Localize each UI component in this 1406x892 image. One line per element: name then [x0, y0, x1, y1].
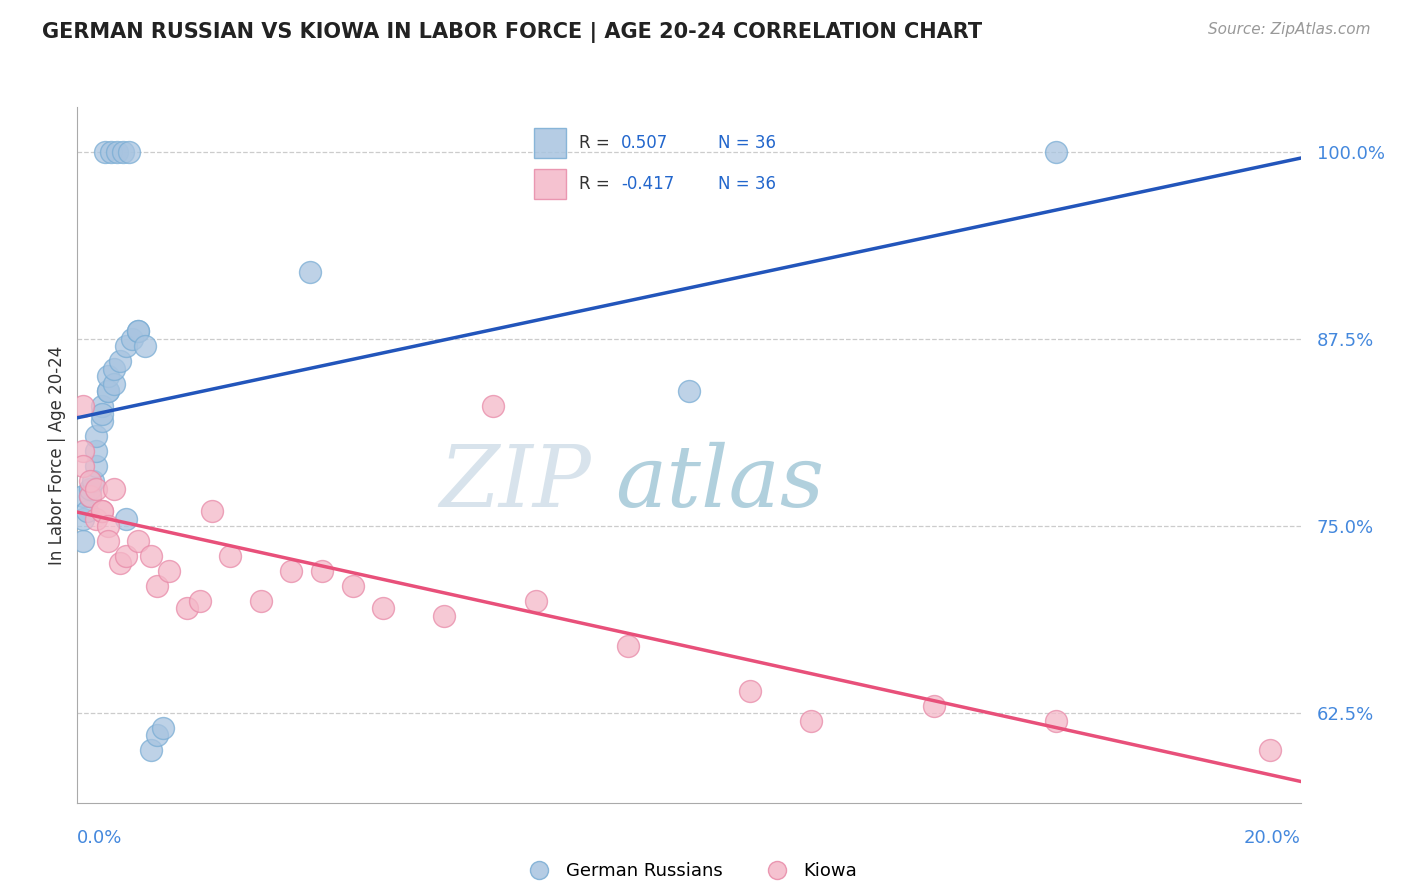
- Point: [84, 444, 107, 458]
- Point: [139, 549, 162, 563]
- Point: [72, 399, 94, 413]
- Point: [524, 594, 547, 608]
- Point: [146, 579, 169, 593]
- Point: [90, 504, 112, 518]
- Point: [84, 511, 107, 525]
- Point: [139, 743, 162, 757]
- Point: [90, 504, 112, 518]
- Point: [112, 145, 135, 159]
- Text: ZIP: ZIP: [439, 442, 591, 524]
- Point: [94, 145, 117, 159]
- Point: [108, 557, 131, 571]
- Point: [176, 601, 198, 615]
- Text: atlas: atlas: [616, 442, 825, 524]
- Point: [72, 533, 94, 548]
- Point: [127, 533, 149, 548]
- Point: [433, 608, 456, 623]
- Point: [152, 721, 174, 735]
- Point: [72, 459, 94, 474]
- Point: [103, 376, 125, 391]
- Point: [482, 399, 505, 413]
- Point: [740, 683, 762, 698]
- Point: [97, 384, 120, 399]
- Point: [115, 339, 138, 353]
- Point: [1258, 743, 1281, 757]
- Point: [79, 489, 101, 503]
- Point: [90, 414, 112, 428]
- Point: [72, 511, 94, 525]
- Point: [97, 533, 120, 548]
- Point: [127, 325, 149, 339]
- Point: [280, 564, 302, 578]
- Point: [298, 265, 321, 279]
- Point: [97, 384, 120, 399]
- Point: [121, 332, 143, 346]
- Point: [157, 564, 180, 578]
- Point: [311, 564, 333, 578]
- Point: [188, 594, 211, 608]
- Point: [79, 482, 101, 496]
- Point: [97, 369, 120, 384]
- Point: [79, 474, 101, 488]
- Point: [82, 474, 104, 488]
- Point: [84, 459, 107, 474]
- Point: [127, 325, 149, 339]
- Text: Source: ZipAtlas.com: Source: ZipAtlas.com: [1208, 22, 1371, 37]
- Y-axis label: In Labor Force | Age 20-24: In Labor Force | Age 20-24: [48, 345, 66, 565]
- Point: [108, 354, 131, 368]
- Point: [105, 145, 128, 159]
- Point: [118, 145, 141, 159]
- Point: [100, 145, 122, 159]
- Point: [1045, 714, 1067, 728]
- Legend: German Russians, Kiowa: German Russians, Kiowa: [513, 855, 865, 888]
- Point: [76, 504, 98, 518]
- Point: [146, 729, 169, 743]
- Point: [84, 482, 107, 496]
- Point: [115, 511, 138, 525]
- Point: [90, 399, 112, 413]
- Point: [342, 579, 364, 593]
- Point: [371, 601, 394, 615]
- Point: [72, 444, 94, 458]
- Point: [115, 549, 138, 563]
- Point: [250, 594, 273, 608]
- Point: [678, 384, 700, 399]
- Point: [134, 339, 156, 353]
- Point: [103, 362, 125, 376]
- Text: GERMAN RUSSIAN VS KIOWA IN LABOR FORCE | AGE 20-24 CORRELATION CHART: GERMAN RUSSIAN VS KIOWA IN LABOR FORCE |…: [42, 22, 983, 44]
- Point: [90, 407, 112, 421]
- Point: [72, 489, 94, 503]
- Point: [84, 429, 107, 443]
- Text: 20.0%: 20.0%: [1244, 830, 1301, 847]
- Point: [219, 549, 242, 563]
- Point: [800, 714, 823, 728]
- Point: [1045, 145, 1067, 159]
- Point: [103, 482, 125, 496]
- Point: [201, 504, 224, 518]
- Text: 0.0%: 0.0%: [77, 830, 122, 847]
- Point: [79, 489, 101, 503]
- Point: [97, 519, 120, 533]
- Point: [617, 639, 640, 653]
- Point: [922, 698, 945, 713]
